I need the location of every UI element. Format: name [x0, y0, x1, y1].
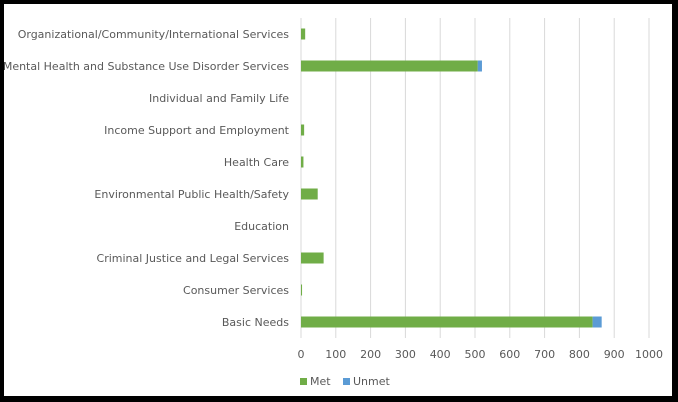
legend-swatch-met — [300, 378, 307, 385]
bar-unmet — [592, 316, 602, 328]
x-tick-labels: 0 100 200 300 400 500 600 700 800 900 1000 — [298, 348, 664, 361]
bar-unmet — [477, 60, 482, 72]
x-tick-label: 800 — [569, 348, 590, 361]
chart-frame: Organizational/Community/International S… — [4, 4, 672, 396]
bar-met — [301, 188, 318, 200]
bar-met — [301, 252, 324, 264]
x-tick-label: 700 — [534, 348, 555, 361]
bar-met — [301, 316, 593, 328]
bar-met — [301, 124, 305, 136]
legend: Met Unmet — [300, 375, 391, 388]
bar-met — [301, 28, 306, 40]
legend-label-met: Met — [310, 375, 331, 388]
x-tick-label: 900 — [604, 348, 625, 361]
x-tick-label: 400 — [430, 348, 451, 361]
category-label: Environmental Public Health/Safety — [94, 188, 289, 201]
x-tick-label: 1000 — [635, 348, 663, 361]
category-label: Income Support and Employment — [104, 124, 290, 137]
x-tick-label: 600 — [499, 348, 520, 361]
x-tick-label: 0 — [298, 348, 305, 361]
category-label: Criminal Justice and Legal Services — [97, 252, 290, 265]
category-label: Health Care — [224, 156, 289, 169]
legend-swatch-unmet — [343, 378, 350, 385]
category-label: Individual and Family Life — [149, 92, 289, 105]
category-label: Consumer Services — [183, 284, 289, 297]
x-tick-label: 200 — [360, 348, 381, 361]
category-label: Mental Health and Substance Use Disorder… — [4, 60, 289, 73]
bars — [301, 28, 602, 328]
x-tick-label: 500 — [465, 348, 486, 361]
bar-met — [301, 60, 478, 72]
category-labels: Organizational/Community/International S… — [4, 28, 290, 329]
x-tick-label: 300 — [395, 348, 416, 361]
bar-met — [301, 156, 304, 168]
bar-chart: Organizational/Community/International S… — [4, 18, 664, 388]
bar-met — [301, 284, 303, 296]
category-label: Education — [234, 220, 289, 233]
x-tick-label: 100 — [325, 348, 346, 361]
category-label: Basic Needs — [222, 316, 289, 329]
legend-label-unmet: Unmet — [353, 375, 391, 388]
category-label: Organizational/Community/International S… — [18, 28, 290, 41]
